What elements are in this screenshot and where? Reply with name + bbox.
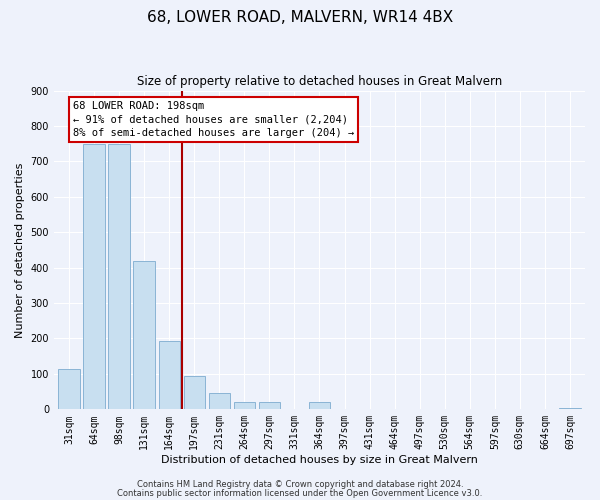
Text: 68 LOWER ROAD: 198sqm
← 91% of detached houses are smaller (2,204)
8% of semi-de: 68 LOWER ROAD: 198sqm ← 91% of detached … [73,101,354,138]
Title: Size of property relative to detached houses in Great Malvern: Size of property relative to detached ho… [137,75,502,88]
Bar [83,144,104,410]
Text: Contains HM Land Registry data © Crown copyright and database right 2024.: Contains HM Land Registry data © Crown c… [137,480,463,489]
Text: Contains public sector information licensed under the Open Government Licence v3: Contains public sector information licen… [118,488,482,498]
Text: 68, LOWER ROAD, MALVERN, WR14 4BX: 68, LOWER ROAD, MALVERN, WR14 4BX [147,10,453,25]
Bar [133,260,155,410]
Bar [559,408,581,410]
Bar [259,402,280,409]
Bar [184,376,205,410]
Bar [233,402,255,409]
Bar [158,341,180,409]
Y-axis label: Number of detached properties: Number of detached properties [15,162,25,338]
Bar [309,402,330,409]
Bar [58,370,80,410]
X-axis label: Distribution of detached houses by size in Great Malvern: Distribution of detached houses by size … [161,455,478,465]
Bar [109,144,130,410]
Bar [209,392,230,409]
